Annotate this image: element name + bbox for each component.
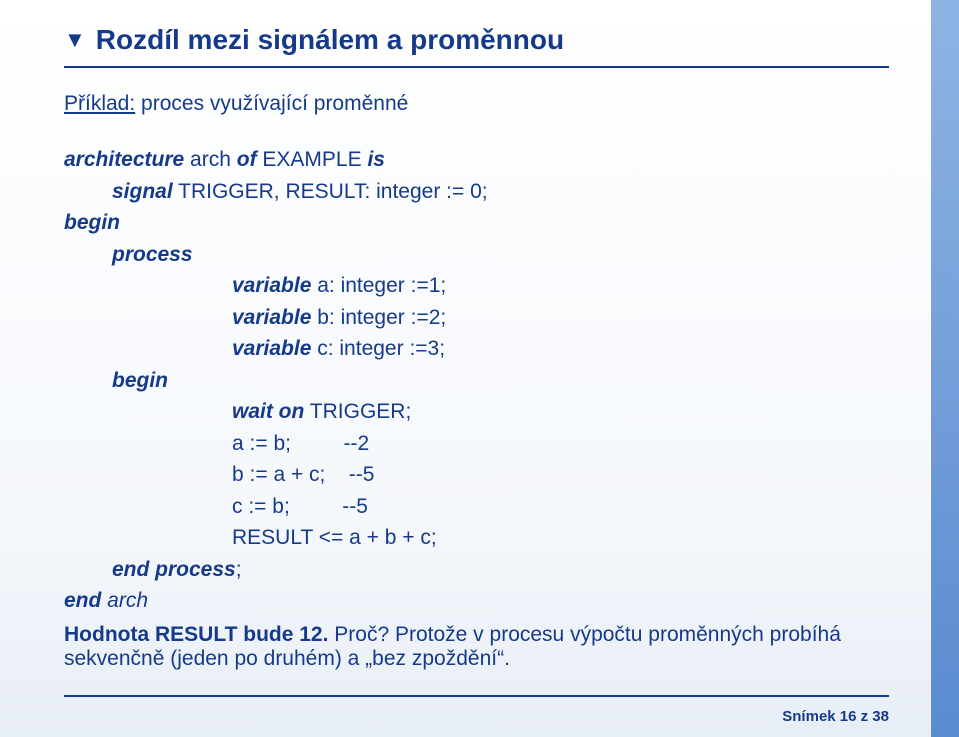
code-text: TRIGGER, RESULT: integer := 0; (173, 180, 488, 203)
code-text: ; (236, 558, 242, 581)
kw-end-process: end process (112, 558, 236, 581)
kw-signal: signal (112, 180, 173, 203)
code-line: end arch (64, 585, 889, 617)
code-line: begin (64, 207, 889, 239)
code-line: architecture arch of EXAMPLE is (64, 144, 889, 176)
kw-variable: variable (232, 337, 311, 360)
page-number: Snímek 16 z 38 (782, 708, 889, 725)
note-text: Hodnota RESULT bude 12. Proč? Protože v … (64, 623, 889, 671)
title-divider (64, 66, 889, 68)
code-text: b: integer :=2; (311, 306, 446, 329)
code-line: variable a: integer :=1; (64, 270, 889, 302)
code-line: a := b; --2 (64, 428, 889, 460)
note-bold: Hodnota RESULT bude 12. (64, 623, 328, 646)
footer-divider (64, 695, 889, 697)
slide-content: ▼ Rozdíl mezi signálem a proměnnou Příkl… (0, 0, 959, 671)
code-text: arch (101, 589, 148, 612)
kw-end: end (64, 589, 101, 612)
code-text: c: integer :=3; (311, 337, 445, 360)
code-line: variable b: integer :=2; (64, 302, 889, 334)
kw-architecture: architecture (64, 148, 184, 171)
code-line: end process; (64, 554, 889, 586)
page-title: Rozdíl mezi signálem a proměnnou (96, 24, 564, 56)
kw-wait-on: wait on (232, 400, 304, 423)
kw-is: is (367, 148, 385, 171)
side-stripe (931, 0, 959, 737)
kw-of: of (237, 148, 257, 171)
code-text: b := a + c; --5 (232, 463, 374, 486)
code-line: signal TRIGGER, RESULT: integer := 0; (64, 176, 889, 208)
code-line: process (64, 239, 889, 271)
kw-begin: begin (64, 211, 120, 234)
code-line: c := b; --5 (64, 491, 889, 523)
code-line: RESULT <= a + b + c; (64, 522, 889, 554)
title-marker: ▼ (64, 29, 86, 51)
code-text: c := b; --5 (232, 495, 368, 518)
kw-variable: variable (232, 274, 311, 297)
title-row: ▼ Rozdíl mezi signálem a proměnnou (64, 24, 889, 56)
kw-process: process (112, 243, 193, 266)
code-text: TRIGGER; (304, 400, 411, 423)
code-text: a := b; --2 (232, 432, 369, 455)
subtitle-row: Příklad: proces využívající proměnné (64, 92, 889, 116)
subtitle-label: Příklad: (64, 92, 135, 115)
kw-variable: variable (232, 306, 311, 329)
code-line: wait on TRIGGER; (64, 396, 889, 428)
code-block: architecture arch of EXAMPLE is signal T… (64, 144, 889, 617)
code-line: variable c: integer :=3; (64, 333, 889, 365)
code-text: RESULT <= a + b + c; (232, 526, 437, 549)
code-text: a: integer :=1; (311, 274, 446, 297)
kw-begin: begin (112, 369, 168, 392)
code-text: arch (184, 148, 237, 171)
code-line: b := a + c; --5 (64, 459, 889, 491)
subtitle-rest: proces využívající proměnné (135, 92, 408, 115)
code-line: begin (64, 365, 889, 397)
code-text: EXAMPLE (257, 148, 368, 171)
